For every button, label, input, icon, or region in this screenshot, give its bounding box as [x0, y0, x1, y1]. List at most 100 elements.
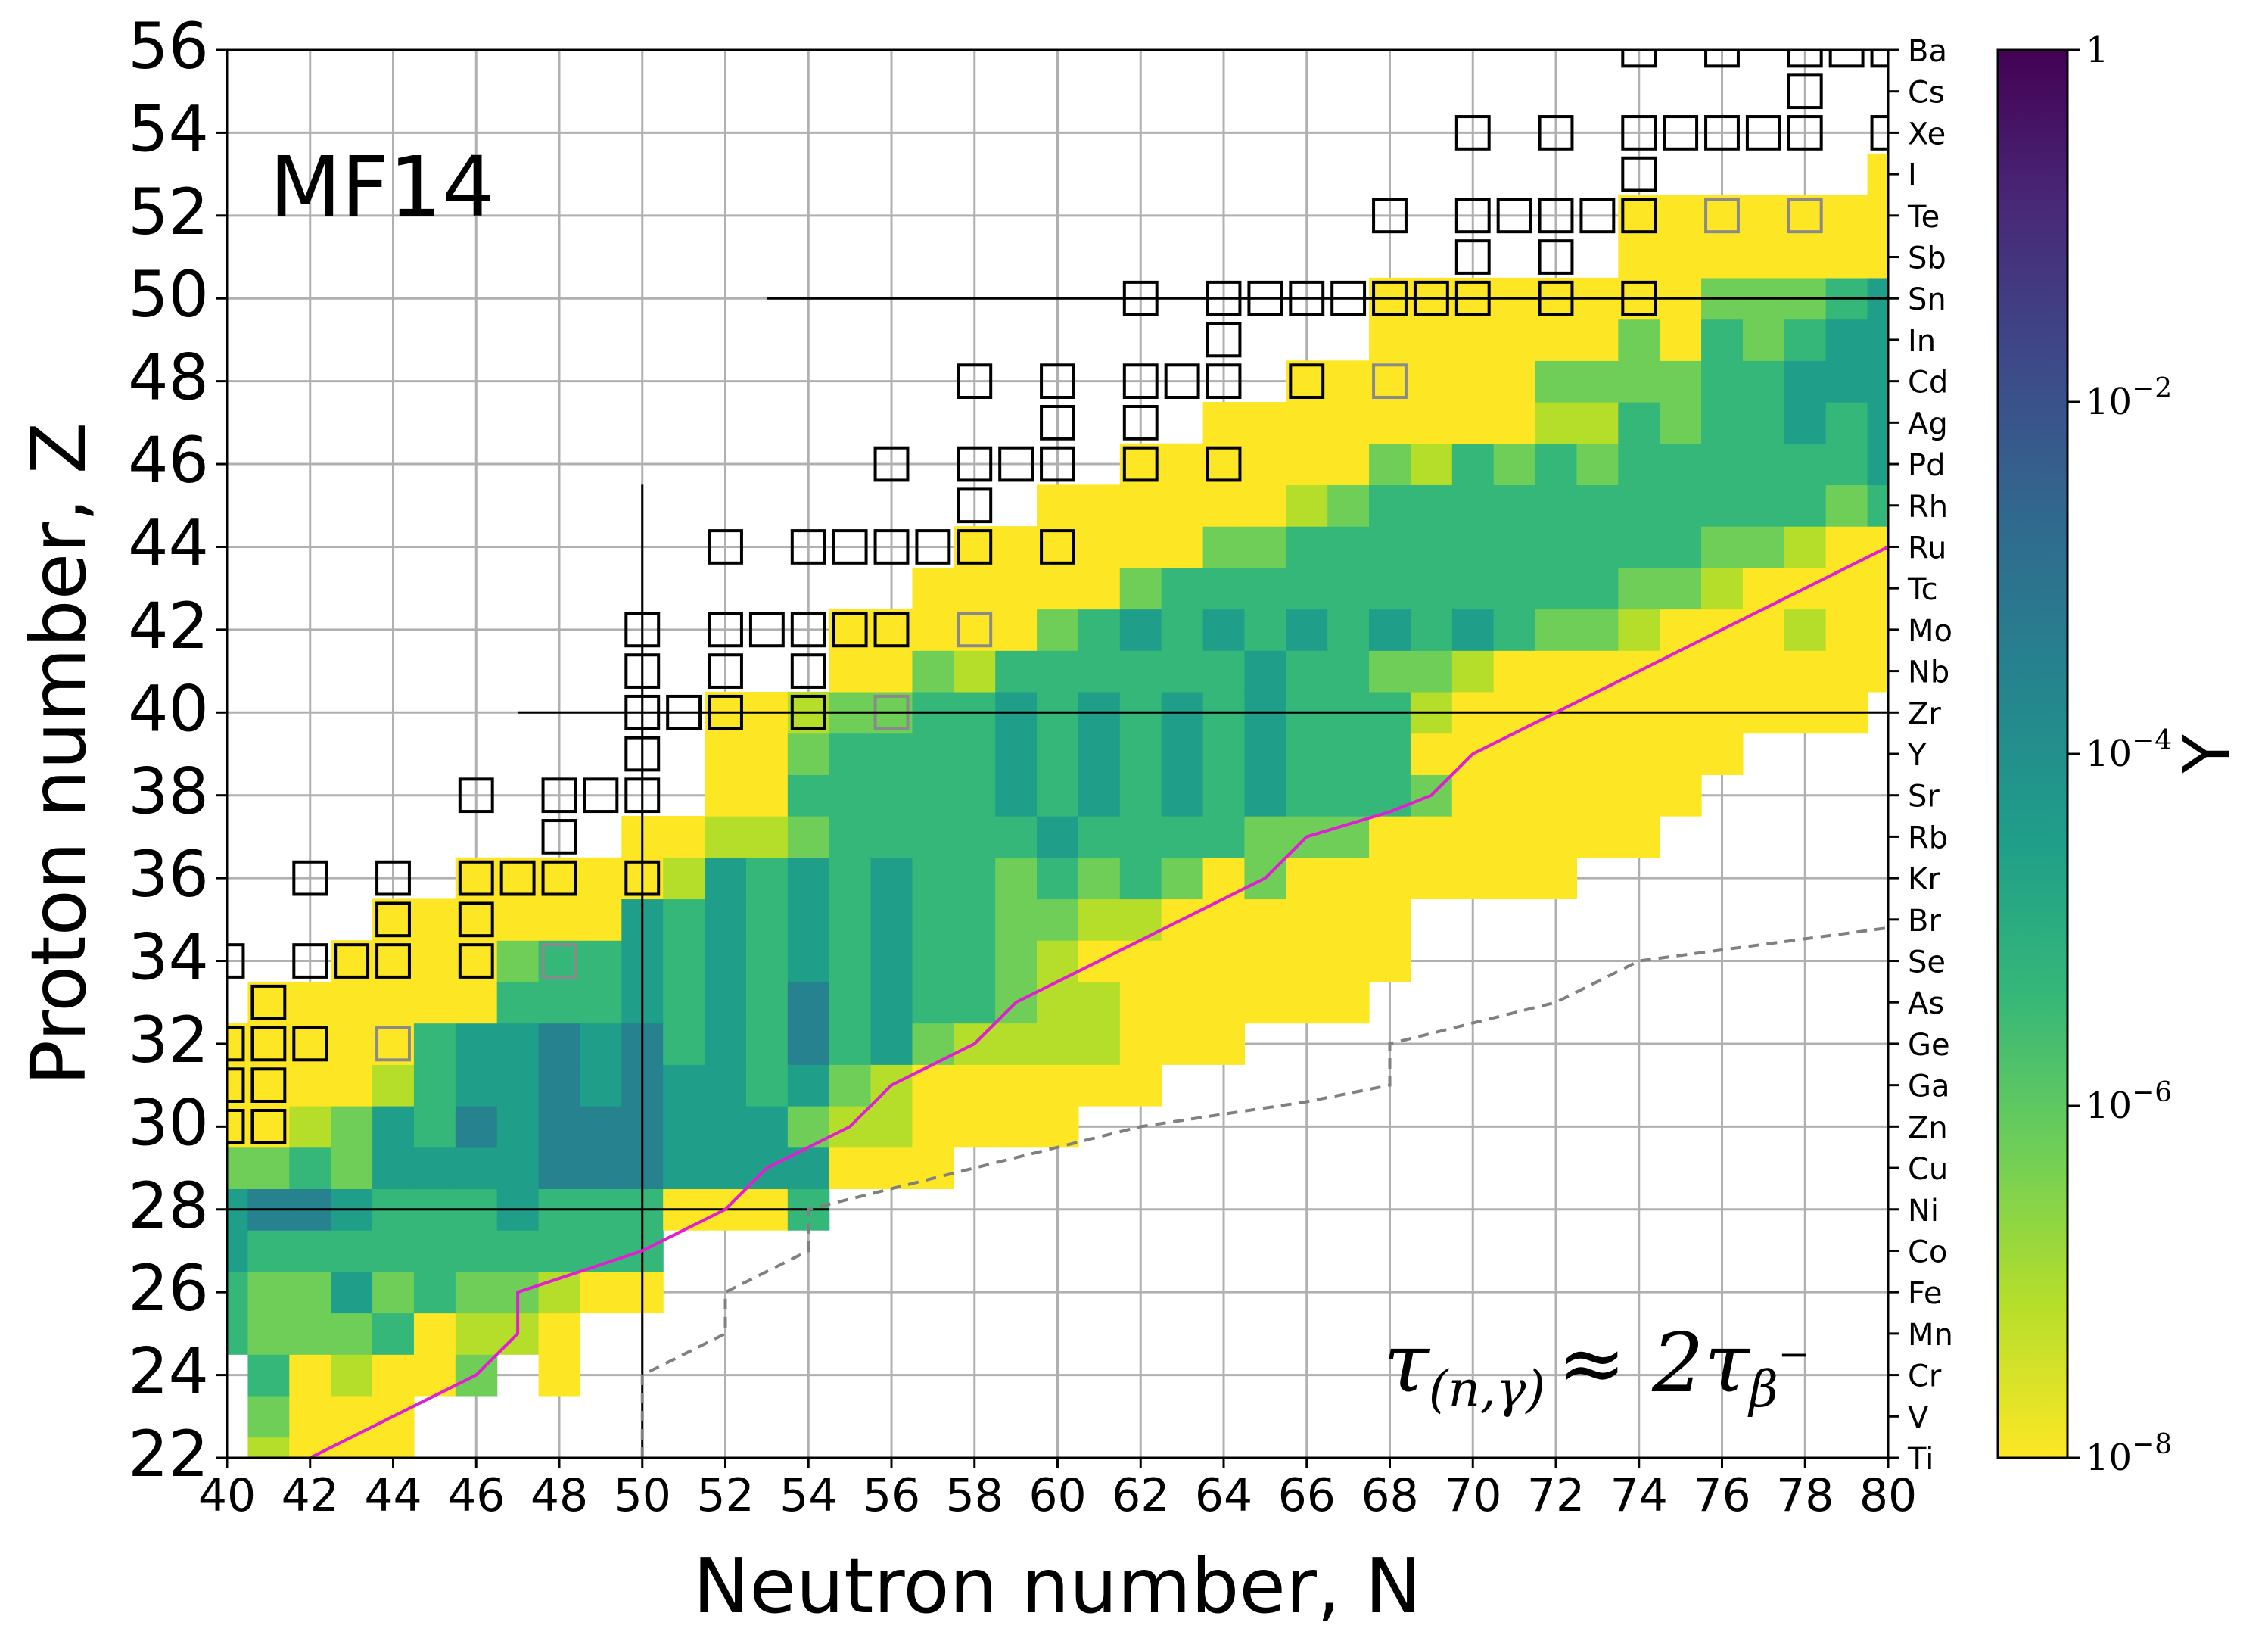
heatmap-cell	[1078, 857, 1121, 900]
heatmap-cell	[1078, 609, 1121, 651]
heatmap-cell	[870, 774, 913, 817]
heatmap-cell	[912, 650, 954, 693]
stable-isotope-box	[458, 901, 494, 938]
colorbar-tick-label: 1	[2086, 29, 2109, 71]
heatmap-cell	[1244, 567, 1286, 610]
heatmap-cell	[1660, 236, 1702, 279]
heatmap-cell	[1576, 526, 1619, 568]
heatmap-cell	[1119, 526, 1162, 568]
heatmap-cell	[1618, 484, 1660, 527]
stable-isotope-box	[1621, 115, 1657, 151]
heatmap-cell	[1327, 774, 1370, 817]
heatmap-cell	[829, 650, 872, 693]
element-label: Nb	[1908, 655, 1949, 690]
heatmap-cell	[1286, 567, 1328, 610]
stable-isotope-box	[250, 1026, 287, 1062]
heatmap-cell	[663, 1147, 705, 1190]
heatmap-cell	[289, 981, 331, 1024]
heatmap-cell	[1369, 733, 1411, 775]
heatmap-cell	[1369, 526, 1411, 568]
heatmap-cell	[1493, 360, 1536, 403]
heatmap-cell	[829, 774, 872, 817]
heatmap-cell	[745, 733, 789, 775]
stable-isotope-box	[1454, 198, 1491, 234]
heatmap-cell	[413, 940, 456, 982]
heatmap-cell	[705, 1023, 747, 1065]
heatmap-cell	[912, 1147, 954, 1190]
x-axis-ticks: 40 42 44 46 48 50 52 54 56 58 60 62 64 66 68 70 72 74 76 78…	[198, 1458, 1917, 1522]
heatmap-cell	[787, 1023, 830, 1065]
heatmap-cell	[455, 1064, 498, 1107]
heatmap-cell	[995, 940, 1038, 982]
heatmap-cell	[1535, 816, 1578, 858]
x-tick-label: 46	[447, 1469, 505, 1522]
heatmap-cell	[1037, 733, 1079, 775]
heatmap-cell	[1078, 981, 1121, 1024]
heatmap-cell	[1410, 650, 1453, 693]
heatmap-cell	[870, 857, 913, 900]
heatmap-cell	[1618, 733, 1660, 775]
heatmap-cell	[1286, 609, 1328, 651]
heatmap-cell	[1825, 402, 1868, 444]
heatmap-cell	[538, 1354, 581, 1397]
heatmap-cell	[1327, 650, 1370, 693]
heatmap-cell	[1286, 981, 1328, 1024]
heatmap-cell	[1493, 526, 1536, 568]
stable-isotope-box	[1040, 446, 1075, 482]
heatmap-cell	[870, 1023, 913, 1065]
heatmap-cell	[954, 526, 996, 568]
heatmap-cell	[1369, 319, 1411, 361]
heatmap-cell	[413, 1271, 456, 1314]
heatmap-cell	[1410, 484, 1453, 527]
heatmap-cell	[538, 1230, 581, 1272]
heatmap-cell	[538, 857, 581, 900]
heatmap-cell	[1286, 774, 1328, 817]
stable-isotope-box	[957, 363, 993, 400]
element-label: Rh	[1908, 490, 1948, 525]
annot-tau: τ	[1383, 1316, 1430, 1411]
heatmap-cell	[1037, 816, 1079, 858]
heatmap-cell	[580, 898, 622, 941]
stable-isotope-box	[458, 943, 494, 979]
heatmap-cell	[1327, 733, 1370, 775]
heatmap-cell	[995, 650, 1038, 693]
heatmap-cell	[538, 1023, 581, 1065]
heatmap-cell	[1618, 816, 1660, 858]
stable-isotope-box-gray	[1787, 198, 1823, 234]
heatmap-cell	[1493, 609, 1536, 651]
heatmap-cell	[1784, 650, 1827, 693]
stable-isotope-box	[873, 446, 910, 482]
heatmap-cell	[1660, 360, 1702, 403]
heatmap-cell	[1202, 650, 1246, 693]
heatmap-cell	[1286, 898, 1328, 941]
stable-isotope-box	[790, 529, 826, 565]
element-label: Cr	[1908, 1359, 1942, 1394]
heatmap-cell	[829, 733, 872, 775]
heatmap-cell	[1535, 650, 1578, 693]
heatmap-cell	[1327, 609, 1370, 651]
heatmap-cell	[331, 1064, 373, 1107]
heatmap-cell	[870, 898, 913, 941]
heatmap-cell	[289, 1147, 331, 1190]
heatmap-cell	[580, 857, 622, 900]
colorbar-label: Y	[2170, 734, 2244, 774]
heatmap-cell	[1701, 484, 1744, 527]
y-tick-label: 54	[128, 92, 209, 166]
heatmap-cell	[1037, 898, 1079, 941]
y-tick-label: 48	[128, 341, 209, 415]
heatmap-cell	[289, 1230, 331, 1272]
heatmap-cell	[372, 1023, 415, 1065]
heatmap-cell	[954, 1064, 996, 1107]
heatmap-cell	[787, 816, 830, 858]
heatmap-cell	[954, 1106, 996, 1148]
heatmap-cell	[1202, 1023, 1246, 1065]
heatmap-cell	[1867, 402, 1888, 444]
element-label: Ti	[1907, 1442, 1934, 1477]
heatmap-cell	[663, 1106, 705, 1148]
heatmap-cell	[1618, 195, 1660, 237]
colorbar-tick-label: 10−2	[2086, 373, 2172, 423]
stable-isotope-box	[227, 1067, 245, 1103]
heatmap-cell	[954, 733, 996, 775]
heatmap-cell	[1119, 733, 1162, 775]
heatmap-cell	[1742, 443, 1785, 486]
